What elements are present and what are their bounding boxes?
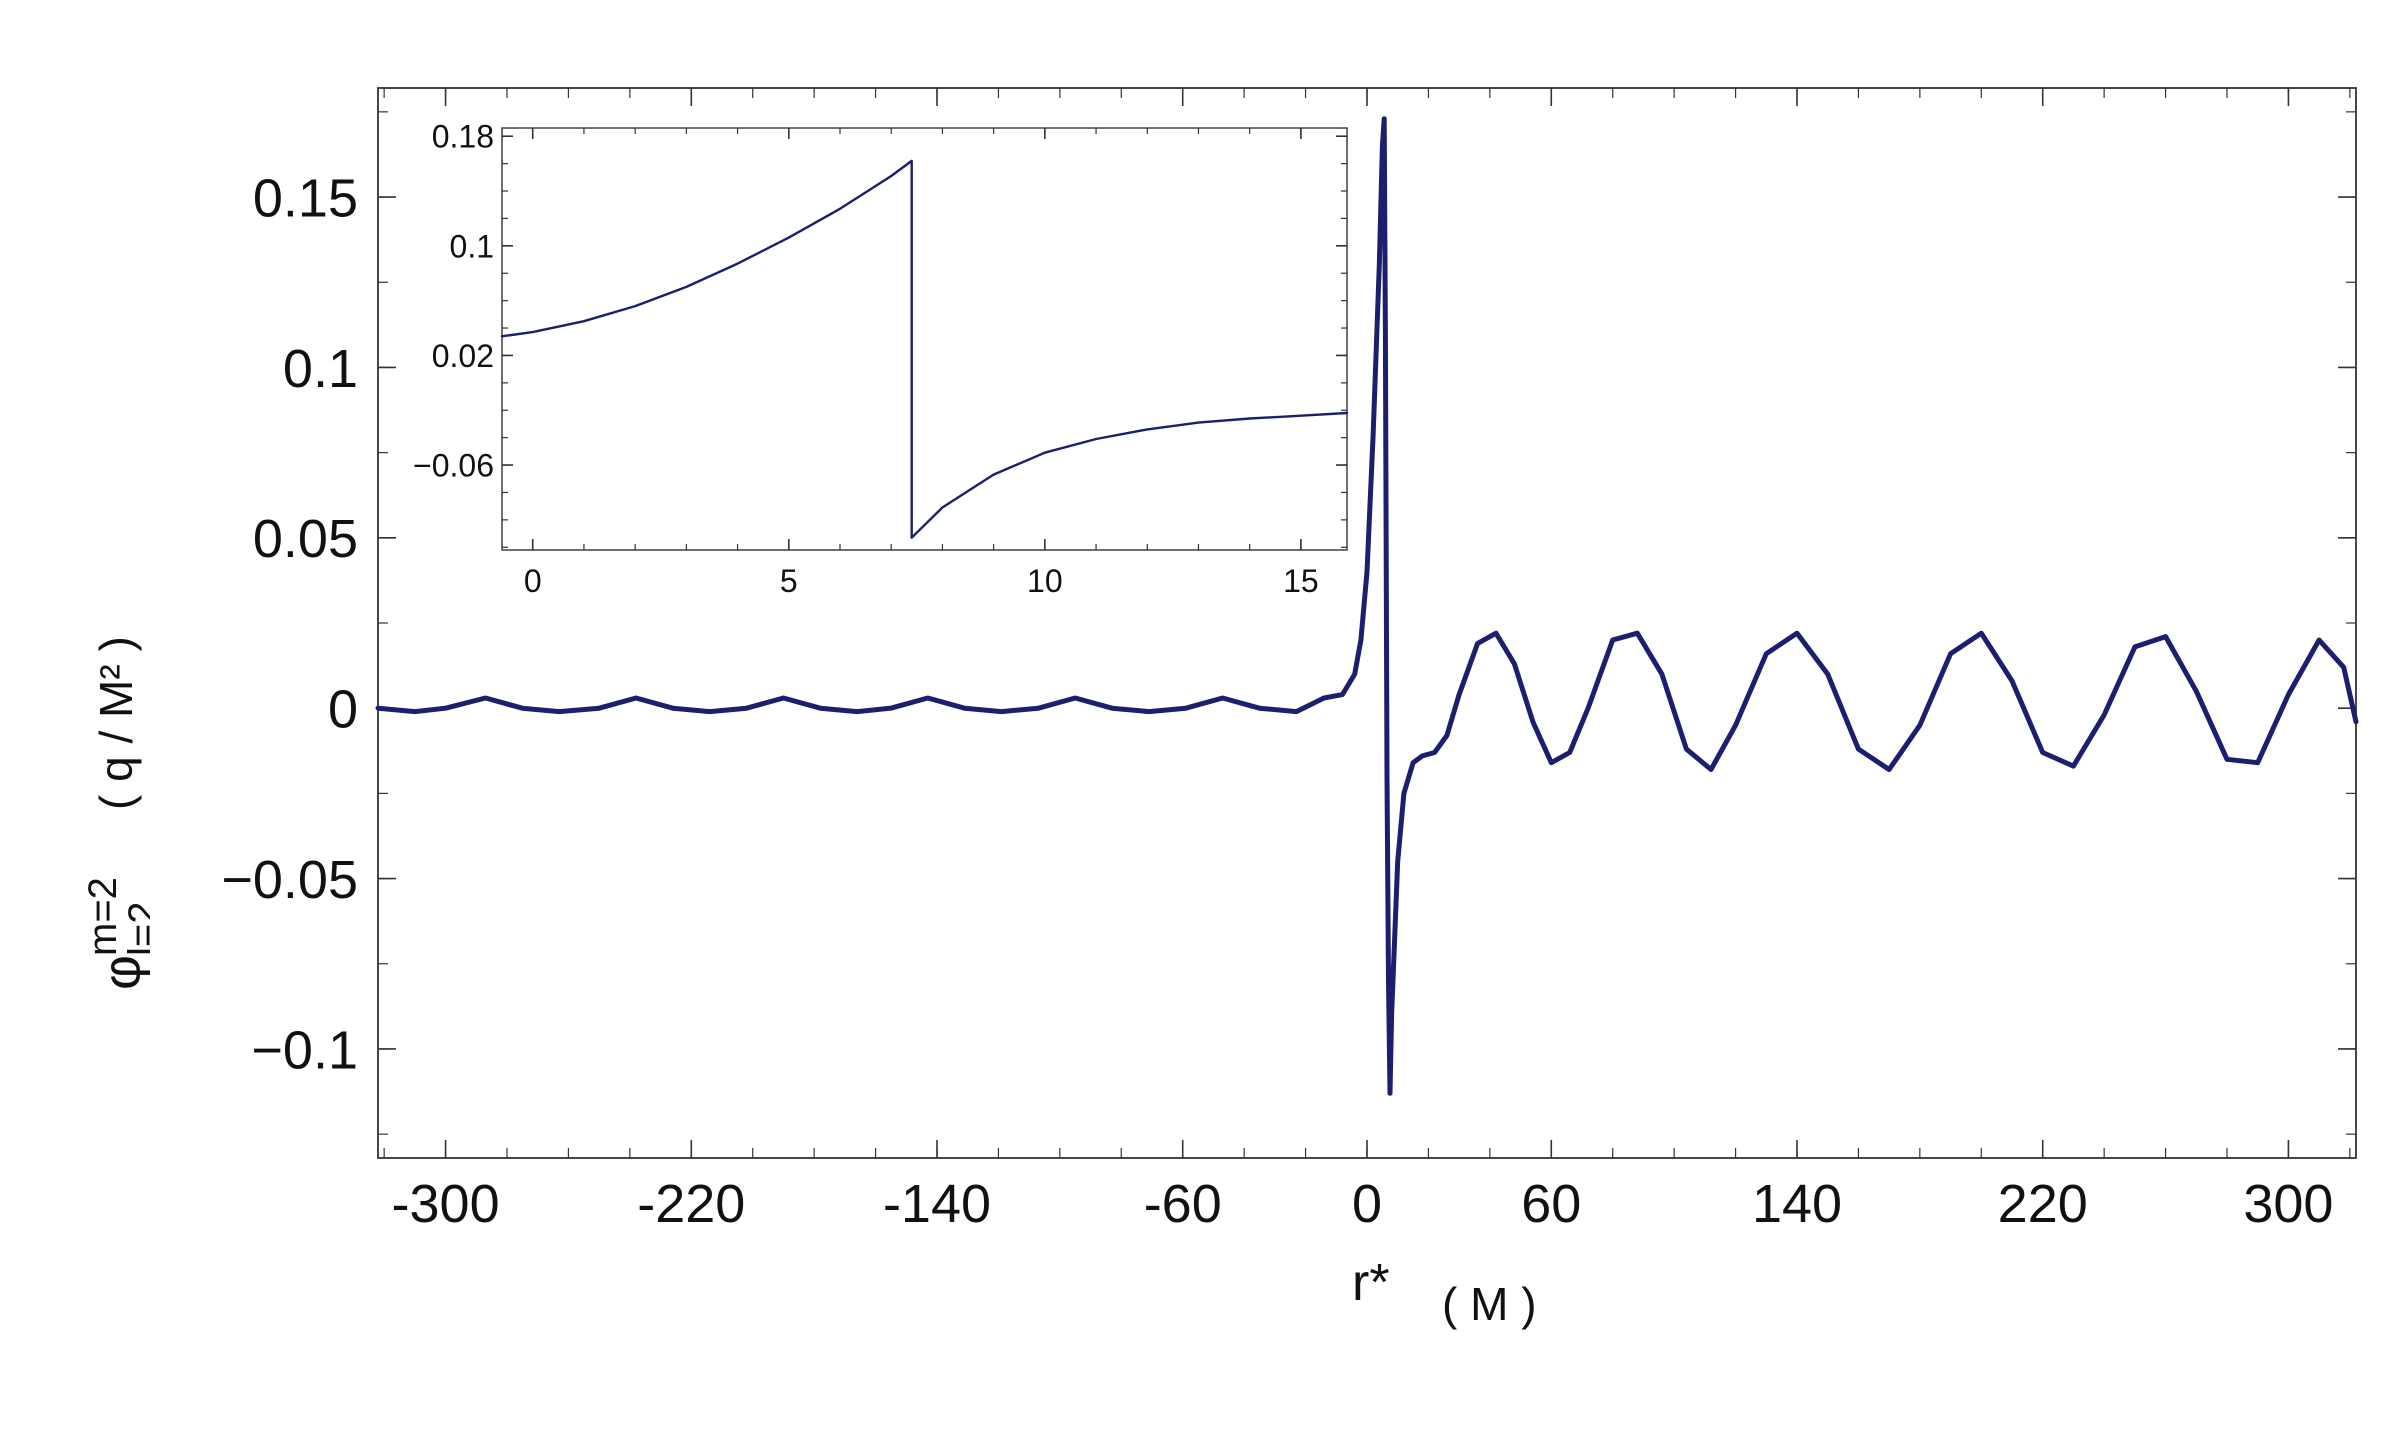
main-y-tick-label: −0.05	[221, 850, 358, 910]
inset-x-tick-label: 5	[780, 563, 798, 599]
main-y-tick-label: 0.05	[253, 509, 358, 569]
y-axis-unit: ( q / M² )	[90, 636, 142, 810]
main-x-tick-label: 300	[2243, 1174, 2333, 1234]
main-y-tick-label: 0.1	[283, 339, 358, 399]
x-axis-label-main: r*	[1352, 1254, 1390, 1312]
y-axis-symbol: φ	[92, 955, 150, 990]
main-y-tick-label: −0.1	[251, 1020, 358, 1080]
y-axis-label: φ m=2 l=2 ( q / M² )	[81, 636, 150, 990]
inset-x-tick-label: 10	[1027, 563, 1063, 599]
main-x-tick-label: 60	[1521, 1174, 1581, 1234]
inset-series-line-0	[500, 159, 1349, 539]
inset-y-tick-label: 0.02	[432, 338, 494, 374]
main-x-tick-label: -220	[637, 1174, 745, 1234]
inset-y-tick-label: 0.1	[450, 228, 494, 264]
inset-frame	[501, 127, 1348, 551]
main-y-tick-label: 0.15	[253, 168, 358, 228]
main-x-tick-label: 140	[1752, 1174, 1842, 1234]
main-x-tick-label: 220	[1998, 1174, 2088, 1234]
main-y-tick-label: 0	[328, 680, 358, 740]
inset-x-tick-label: 15	[1283, 563, 1319, 599]
main-series-line-0	[375, 116, 2359, 1096]
inset-y-tick-label: −0.06	[413, 448, 494, 484]
main-x-tick-label: -60	[1144, 1174, 1222, 1234]
inset-plot: 0 5 10 15 −0.06 0.02 0.1 0.18	[413, 119, 1349, 599]
main-x-tick-label: -140	[883, 1174, 991, 1234]
inset-x-tick-label: 0	[524, 563, 542, 599]
x-axis-label-unit: ( M )	[1442, 1278, 1537, 1330]
x-axis-label: r* ( M )	[1352, 1254, 1537, 1330]
y-axis-sup: m=2	[81, 877, 125, 956]
y-axis-sub: l=2	[121, 902, 150, 957]
inset-y-tick-label: 0.18	[432, 119, 494, 155]
main-x-tick-label: 0	[1352, 1174, 1382, 1234]
main-x-tick-label: -300	[392, 1174, 500, 1234]
